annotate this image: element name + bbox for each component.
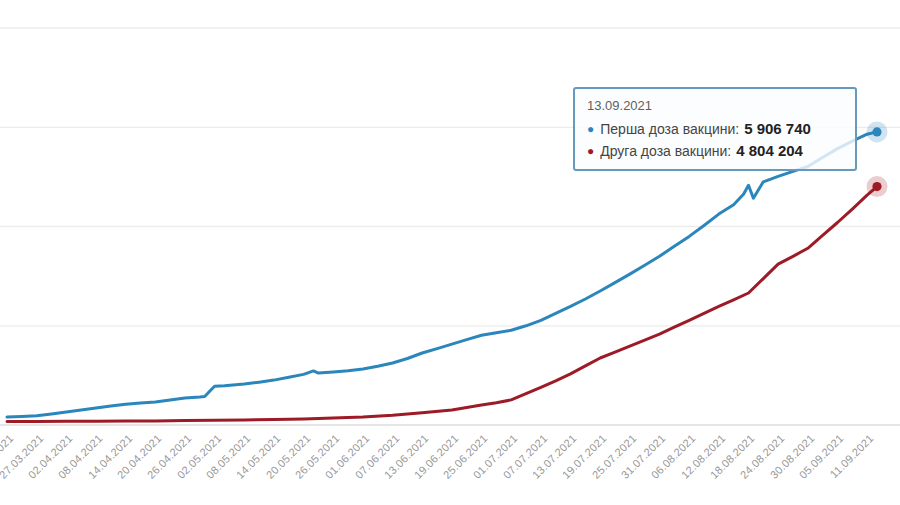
tooltip-date: 13.09.2021 <box>587 98 843 113</box>
tooltip-label-second-dose: Друга доза вакцини: <box>600 143 731 160</box>
tooltip-row-second-dose: ● Друга доза вакцини: 4 804 204 <box>587 142 843 160</box>
vaccination-line-chart: 21.03.202127.03.202102.04.202108.04.2021… <box>0 0 900 505</box>
tooltip-value-second-dose: 4 804 204 <box>736 142 803 160</box>
second-dose-line[interactable] <box>7 187 877 422</box>
tooltip-row-first-dose: ● Перша доза вакцини: 5 906 740 <box>587 120 843 138</box>
tooltip-value-first-dose: 5 906 740 <box>744 120 811 138</box>
first-dose-marker[interactable] <box>872 127 881 136</box>
second-dose-bullet-icon: ● <box>587 145 594 157</box>
tooltip-label-first-dose: Перша доза вакцини: <box>600 121 739 138</box>
second-dose-marker[interactable] <box>872 182 881 191</box>
chart-tooltip: 13.09.2021 ● Перша доза вакцини: 5 906 7… <box>573 87 857 171</box>
first-dose-bullet-icon: ● <box>587 123 594 135</box>
plot-area[interactable] <box>0 0 900 505</box>
first-dose-line[interactable] <box>7 132 877 417</box>
